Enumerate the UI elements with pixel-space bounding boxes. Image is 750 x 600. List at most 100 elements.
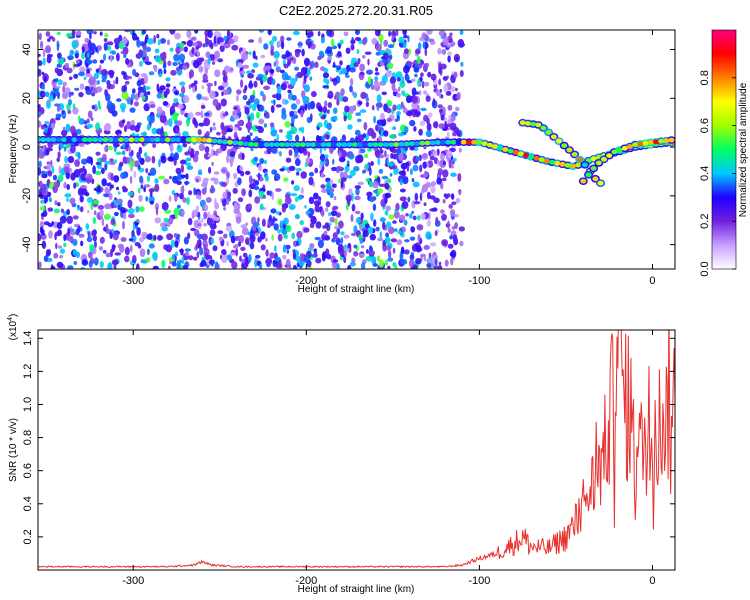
noise-speck <box>336 65 342 71</box>
noise-speck <box>156 106 163 115</box>
noise-speck <box>237 62 243 69</box>
noise-speck <box>182 131 189 137</box>
main-echo-core <box>232 140 239 146</box>
noise-speck <box>77 152 81 160</box>
noise-speck <box>138 194 143 202</box>
noise-speck <box>446 131 450 139</box>
noise-speck <box>428 150 432 157</box>
snr-y-tick-label: 1.0 <box>22 397 34 412</box>
noise-speck <box>146 123 151 131</box>
noise-speck <box>38 120 42 128</box>
noise-speck <box>56 52 62 59</box>
noise-speck <box>305 157 311 165</box>
noise-speck <box>104 186 109 194</box>
noise-speck <box>306 266 313 269</box>
main-echo-core <box>45 137 52 143</box>
noise-speck <box>288 93 291 100</box>
noise-speck <box>185 157 192 162</box>
noise-speck <box>50 122 56 129</box>
noise-speck <box>249 80 253 88</box>
noise-speck <box>52 174 58 181</box>
noise-speck <box>372 181 379 189</box>
noise-speck <box>156 128 163 135</box>
noise-speck <box>301 48 305 57</box>
noise-speck <box>43 124 48 128</box>
noise-speck <box>272 35 277 42</box>
noise-speck <box>313 61 319 68</box>
noise-speck <box>422 161 427 169</box>
spectrogram-x-tick-label: -300 <box>122 275 144 287</box>
noise-speck <box>222 198 227 207</box>
noise-speck <box>84 38 90 43</box>
noise-speck <box>220 98 227 107</box>
main-echo-core <box>351 142 358 148</box>
noise-speck <box>442 37 449 46</box>
noise-speck <box>188 190 193 196</box>
noise-speck <box>318 112 324 117</box>
noise-speck <box>303 84 310 93</box>
noise-speck <box>160 155 167 164</box>
noise-speck <box>226 154 230 164</box>
noise-speck <box>386 100 393 107</box>
noise-speck <box>206 216 214 226</box>
noise-speck <box>337 243 344 252</box>
noise-speck <box>395 202 400 211</box>
noise-speck <box>411 101 419 110</box>
noise-speck <box>235 94 239 102</box>
noise-speck <box>134 124 140 133</box>
noise-speck <box>133 160 140 168</box>
noise-speck <box>419 120 425 127</box>
noise-speck <box>101 218 105 227</box>
noise-speck <box>375 67 379 72</box>
noise-speck <box>336 227 341 235</box>
main-echo-core <box>502 147 509 152</box>
noise-speck <box>250 112 255 121</box>
noise-speck <box>260 244 266 251</box>
noise-speck <box>204 112 210 117</box>
noise-speck <box>207 30 213 39</box>
noise-speck <box>358 100 363 106</box>
noise-speck <box>449 122 457 131</box>
noise-speck <box>78 71 85 77</box>
noise-speck <box>398 153 404 162</box>
noise-speck <box>273 223 279 231</box>
noise-speck <box>195 205 199 211</box>
noise-speck <box>204 146 210 154</box>
noise-speck <box>159 85 166 91</box>
noise-speck <box>139 89 145 93</box>
noise-speck <box>40 212 45 217</box>
noise-speck <box>160 116 166 121</box>
noise-speck <box>415 156 420 161</box>
snr-x-label: Height of straight line (km) <box>298 584 415 595</box>
noise-speck <box>86 123 94 129</box>
noise-speck <box>355 30 360 36</box>
noise-speck <box>376 94 382 103</box>
noise-speck <box>244 85 248 91</box>
noise-speck <box>377 188 383 194</box>
noise-speck <box>266 190 271 196</box>
noise-speck <box>455 197 461 204</box>
noise-speck <box>223 207 227 211</box>
noise-speck <box>389 173 393 177</box>
noise-speck <box>248 253 252 263</box>
noise-speck <box>395 30 399 37</box>
noise-speck <box>215 261 219 269</box>
noise-speck <box>139 248 146 257</box>
noise-speck <box>375 151 381 159</box>
noise-speck <box>326 109 330 114</box>
main-echo-core <box>398 141 405 147</box>
noise-speck <box>292 264 297 269</box>
main-echo-core <box>164 137 171 143</box>
noise-speck <box>54 200 58 206</box>
noise-speck <box>366 191 373 197</box>
noise-speck <box>203 223 208 227</box>
noise-speck <box>201 85 205 90</box>
noise-speck <box>388 214 395 220</box>
noise-speck <box>376 106 380 111</box>
noise-speck <box>234 243 238 249</box>
noise-speck <box>414 192 419 202</box>
noise-speck <box>164 209 172 214</box>
noise-speck <box>203 177 210 181</box>
noise-speck <box>458 147 462 153</box>
noise-speck <box>244 170 251 175</box>
